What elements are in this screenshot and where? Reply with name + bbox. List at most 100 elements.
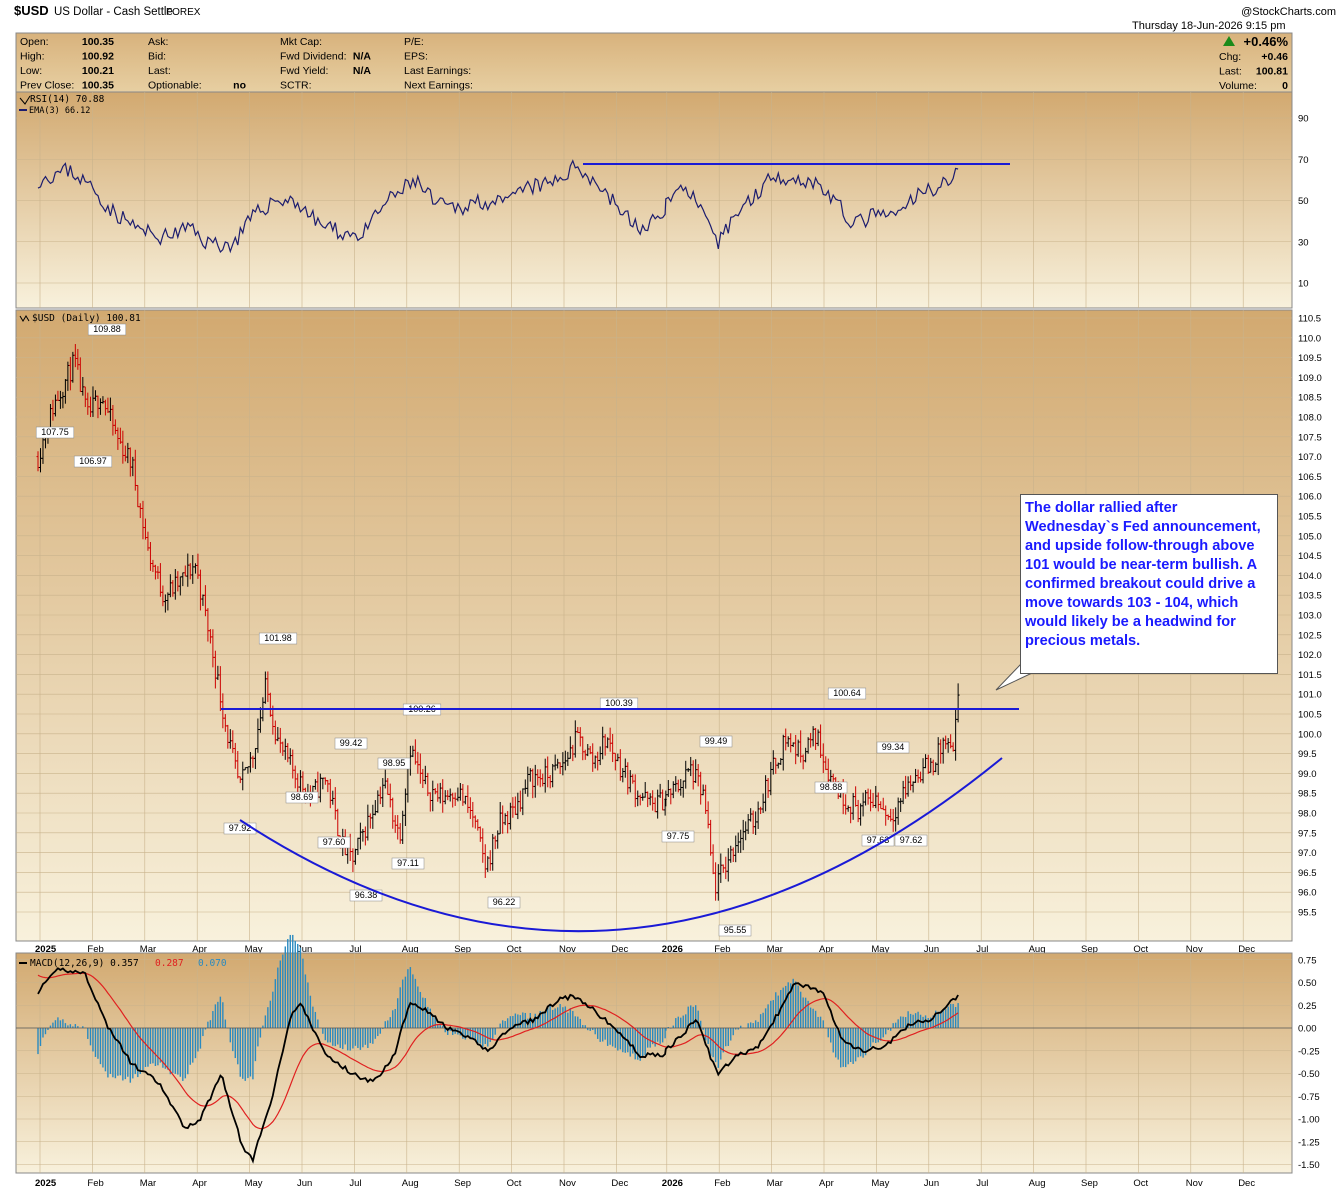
price-label-box bbox=[377, 757, 411, 770]
price-tick-label: 104.5 bbox=[1298, 551, 1322, 562]
quote-label: Optionable: bbox=[148, 80, 202, 92]
change-pct: +0.46% bbox=[1223, 34, 1288, 49]
x-tick-label: Jul bbox=[349, 1178, 361, 1189]
quote-label: Fwd Dividend: bbox=[280, 51, 347, 63]
rsi-legend: RSI(14) 70.88 EMA(3) 66.12 bbox=[19, 94, 105, 116]
price-label: 98.95 bbox=[383, 758, 406, 768]
macd-tick-label: -1.50 bbox=[1298, 1160, 1320, 1171]
quote-fields: Open: 100.35 High: 100.92 Low: 100.21 Prev Clo… bbox=[20, 36, 1288, 92]
price-label: 99.49 bbox=[705, 736, 728, 746]
datetime: Thursday 18-Jun-2026 9:15 pm bbox=[1132, 20, 1285, 32]
x-tick-label: Aug bbox=[402, 944, 419, 955]
change-percent: +0.46% bbox=[1244, 34, 1289, 49]
macd-legend: MACD(12,26,9) 0.357 0.287 0.070 bbox=[19, 958, 227, 969]
macd-tick-label: 0.00 bbox=[1298, 1024, 1317, 1035]
price-grid bbox=[16, 310, 1292, 941]
price-label: 100.64 bbox=[833, 688, 861, 698]
price-tick-label: 108.0 bbox=[1298, 413, 1322, 424]
x-tick-label: May bbox=[871, 1178, 889, 1189]
x-tick-label: Mar bbox=[140, 944, 156, 955]
analyst-annotation: The dollar rallied after Wednesday`s Fed… bbox=[1020, 494, 1278, 674]
price-label: 97.11 bbox=[397, 858, 419, 868]
x-tick-label: Jul bbox=[976, 944, 988, 955]
price-tick-label: 108.5 bbox=[1298, 393, 1322, 404]
price-label: 99.34 bbox=[882, 742, 905, 752]
x-axis-bottom: 2025 Feb Mar Apr May Jun Jul Aug Sep Oct Nov Dec 202… bbox=[35, 1178, 1255, 1189]
x-tick-label: Jun bbox=[297, 944, 312, 955]
x-tick-label: Jul bbox=[976, 1178, 988, 1189]
quote-label: High: bbox=[20, 51, 45, 63]
price-tick-label: 101.0 bbox=[1298, 690, 1322, 701]
price-label: 98.88 bbox=[820, 782, 843, 792]
price-tick-label: 96.5 bbox=[1298, 868, 1317, 879]
x-tick-label: 2025 bbox=[35, 944, 57, 955]
x-tick-label: Feb bbox=[87, 944, 103, 955]
price-label-box bbox=[391, 857, 425, 870]
x-tick-label: Apr bbox=[192, 944, 207, 955]
price-tick-label: 107.5 bbox=[1298, 432, 1322, 443]
x-tick-label: May bbox=[245, 1178, 263, 1189]
x-tick-label: Sep bbox=[454, 944, 471, 955]
quote-label: Fwd Yield: bbox=[280, 65, 328, 77]
price-tick-label: 99.0 bbox=[1298, 769, 1317, 780]
x-tick-label: Aug bbox=[1029, 944, 1046, 955]
x-tick-label: Mar bbox=[767, 944, 783, 955]
x-tick-label: Jun bbox=[924, 1178, 939, 1189]
x-tick-label: Apr bbox=[819, 944, 834, 955]
x-tick-label: Feb bbox=[714, 1178, 730, 1189]
x-axis-top: 2025 Feb Mar Apr May Jun Jul Aug Sep Oct Nov Dec 202… bbox=[35, 944, 1255, 955]
price-tick-label: 98.5 bbox=[1298, 789, 1317, 800]
copyright: @StockCharts.com bbox=[1241, 6, 1336, 18]
quote-label: Open: bbox=[20, 36, 49, 48]
macd-tick-label: 0.25 bbox=[1298, 1001, 1317, 1012]
price-label-box bbox=[223, 822, 257, 835]
quote-label: Last Earnings: bbox=[404, 65, 471, 77]
price-label: 106.97 bbox=[79, 456, 107, 466]
x-tick-label: Dec bbox=[611, 1178, 628, 1189]
quote-label: Volume: bbox=[1219, 80, 1257, 92]
macd-histogram bbox=[16, 934, 1292, 1083]
x-tick-label: Jun bbox=[924, 944, 939, 955]
price-label-box bbox=[73, 455, 113, 468]
price-tick-label: 97.0 bbox=[1298, 848, 1317, 859]
macd-legend-hist: 0.070 bbox=[198, 958, 227, 969]
x-tick-label: Mar bbox=[140, 1178, 156, 1189]
quote-value: 100.92 bbox=[82, 51, 114, 63]
price-label: 96.38 bbox=[355, 890, 378, 900]
rsi-tick-label: 30 bbox=[1298, 237, 1309, 248]
price-label-box bbox=[87, 323, 127, 336]
price-label: 97.92 bbox=[229, 823, 252, 833]
quote-label: Prev Close: bbox=[20, 80, 74, 92]
x-tick-label: Sep bbox=[454, 1178, 471, 1189]
quote-label: SCTR: bbox=[280, 80, 312, 92]
x-tick-label: Sep bbox=[1081, 1178, 1098, 1189]
x-tick-label: Apr bbox=[192, 1178, 207, 1189]
rsi-tick-label: 90 bbox=[1298, 114, 1309, 125]
quote-value: 100.35 bbox=[82, 36, 114, 48]
price-label-box bbox=[661, 830, 695, 843]
macd-tick-label: -1.00 bbox=[1298, 1115, 1320, 1126]
exchange: FOREX bbox=[166, 7, 201, 18]
price-tick-label: 103.5 bbox=[1298, 591, 1322, 602]
quote-label: Ask: bbox=[148, 36, 168, 48]
quote-value: N/A bbox=[353, 65, 372, 77]
price-label: 107.75 bbox=[41, 427, 69, 437]
price-bars bbox=[36, 344, 960, 901]
macd-line bbox=[37, 967, 959, 1164]
price-label: 95.55 bbox=[724, 925, 747, 935]
macd-tick-label: -0.25 bbox=[1298, 1046, 1320, 1057]
price-label-box bbox=[349, 889, 383, 902]
quote-label: Last: bbox=[148, 65, 171, 77]
macd-tick-label: 0.50 bbox=[1298, 978, 1317, 989]
price-tick-label: 95.5 bbox=[1298, 908, 1317, 919]
x-tick-label: Nov bbox=[559, 1178, 576, 1189]
price-label: 96.22 bbox=[493, 897, 516, 907]
quote-value: 0 bbox=[1282, 80, 1288, 92]
price-tick-label: 110.5 bbox=[1298, 314, 1321, 325]
price-tick-label: 106.0 bbox=[1298, 492, 1322, 503]
price-tick-label: 99.5 bbox=[1298, 749, 1317, 760]
x-tick-label: Nov bbox=[1186, 944, 1203, 955]
ema-legend-label: EMA(3) 66.12 bbox=[29, 106, 90, 116]
x-tick-label: Dec bbox=[1238, 944, 1255, 955]
quote-label: EPS: bbox=[404, 51, 428, 63]
